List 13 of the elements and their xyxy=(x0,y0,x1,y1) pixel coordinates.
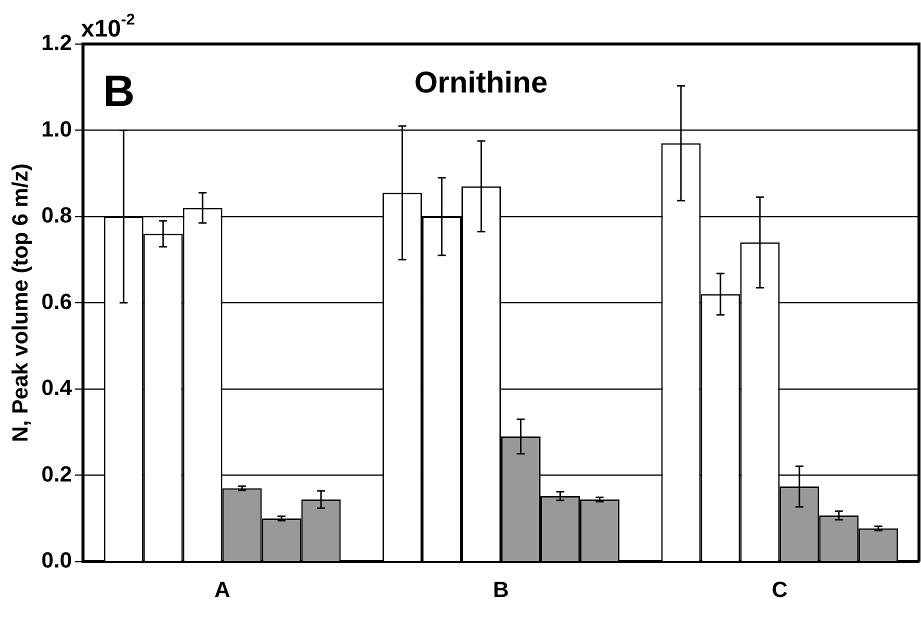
y-tick-label: 0.8 xyxy=(41,202,72,228)
x-tick-label: C xyxy=(772,576,788,602)
y-tick-label: 0.2 xyxy=(41,461,72,486)
annotation: B xyxy=(102,67,135,116)
text: Ornithine xyxy=(414,66,548,100)
x-tick-label: A xyxy=(214,576,230,602)
y-tick-label: 1.0 xyxy=(41,116,72,142)
x-tick-label: B xyxy=(493,576,509,602)
y-tick-label: 0.0 xyxy=(41,548,72,573)
y-tick-label: 0.6 xyxy=(41,288,72,314)
y-tick-label: 0.4 xyxy=(41,375,73,400)
y-axis-title: N, Peak volume (top 6 m/z) xyxy=(7,163,32,442)
y-tick-label: 1.2 xyxy=(41,30,72,56)
